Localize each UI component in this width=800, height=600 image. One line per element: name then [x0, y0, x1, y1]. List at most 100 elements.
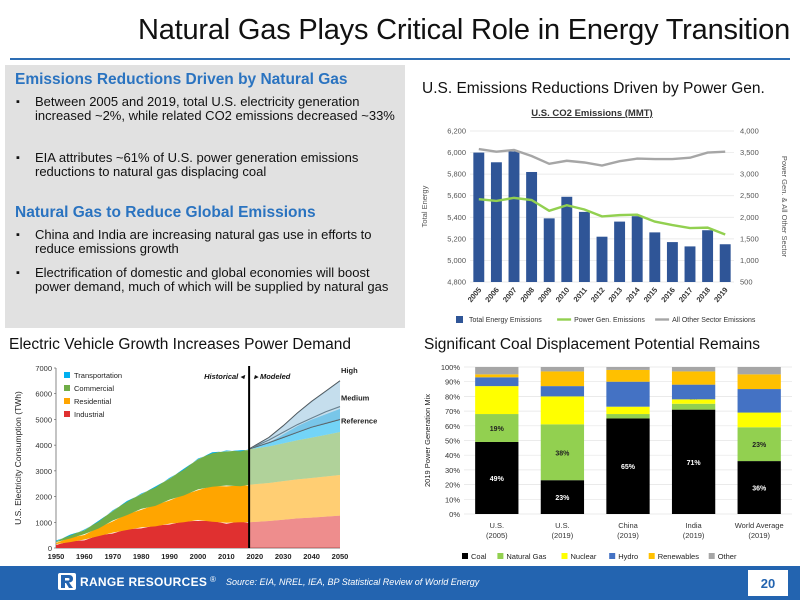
data-label: 36% [752, 486, 767, 493]
legend-label: Transportation [74, 371, 122, 380]
heading-global: Natural Gas to Reduce Global Emissions [15, 204, 316, 221]
stacked-segment [475, 377, 519, 387]
stacked-segment [737, 389, 781, 413]
x-tick-label: India [685, 521, 702, 530]
legend-label: Coal [471, 552, 487, 561]
x-tick-label: 2050 [332, 552, 349, 561]
y-tick-label: 6,200 [447, 127, 466, 136]
legend-label: Power Gen. Emissions [574, 317, 645, 324]
area-industrial [56, 520, 250, 548]
legend-label: Natural Gas [506, 552, 546, 561]
y-tick-label: 5,600 [447, 191, 466, 200]
bullet-item: China and India are increasing natural g… [11, 227, 396, 256]
legend-swatch [497, 553, 504, 559]
y-tick-label: 100% [441, 363, 461, 372]
y-tick-label: 0% [449, 510, 460, 519]
label-historical: Historical ◂ [204, 372, 245, 381]
area-transportation [249, 408, 340, 450]
bar [596, 236, 608, 282]
y-tick-label: 0 [48, 544, 52, 553]
scenario-line-reference [248, 418, 341, 450]
y2-tick-label: 2,000 [740, 213, 759, 222]
heading-emissions: Emissions Reductions Driven by Natural G… [15, 71, 348, 88]
stacked-segment [540, 386, 585, 397]
stacked-segment [737, 367, 781, 375]
area-commercial [56, 450, 250, 543]
legend-swatch [64, 372, 70, 378]
legend-label: Hydro [618, 552, 638, 561]
x-tick-label: World Average [735, 521, 784, 530]
legend-swatch [561, 553, 568, 559]
label-reference: Reference [341, 416, 377, 425]
y-tick-label: 20% [445, 481, 460, 490]
x-tick-label: 1990 [161, 552, 178, 561]
stacked-segment [671, 384, 716, 400]
y-tick-label: 40% [445, 451, 460, 460]
y-tick-label: 80% [445, 392, 460, 401]
stacked-segment [671, 371, 716, 385]
y-tick-label: 30% [445, 466, 460, 475]
generation-mix-chart: 2019 Power Generation Mix 100% 90% 80% 70% 60… [423, 363, 792, 561]
label-modeled: ▸ Modeled [253, 372, 291, 381]
bar [490, 162, 502, 282]
y-tick-label: 6000 [35, 390, 52, 399]
text-panel: Emissions Reductions Driven by Natural G… [5, 65, 405, 328]
bar [684, 246, 696, 282]
data-label: 71% [687, 460, 702, 467]
y-axis-label: Total Energy [420, 185, 429, 227]
legend-label: Commercial [74, 384, 114, 393]
stacked-segment [540, 424, 585, 481]
legend-label: Residential [74, 397, 111, 406]
legend-swatch [708, 553, 715, 559]
x-tick-label: 2030 [275, 552, 292, 561]
legend-label: All Other Sector Emissions [672, 317, 756, 324]
y-tick-label: 6,000 [447, 148, 466, 157]
bar [561, 196, 573, 282]
bar [649, 232, 661, 282]
co2-emissions-chart: U.S. CO2 Emissions (MMT) 6,200 6,000 5,800 5… [412, 101, 795, 331]
y-tick-label: 60% [445, 422, 460, 431]
area-commercial [249, 432, 340, 485]
x-tick-label: 2010 [218, 552, 235, 561]
y-tick-label: 5,800 [447, 170, 466, 179]
stacked-segment [475, 441, 519, 514]
x-tick-label: (2019) [617, 531, 639, 540]
label-high: High [341, 366, 358, 375]
x-tick-label: 1980 [133, 552, 150, 561]
data-label: 38% [555, 450, 570, 457]
section-title-coal: Significant Coal Displacement Potential … [424, 336, 760, 353]
stacked-segment [540, 367, 585, 372]
y2-tick-label: 4,000 [740, 127, 759, 136]
footer-bar [0, 566, 800, 600]
y-tick-label: 5,000 [447, 256, 466, 265]
bar [631, 216, 643, 282]
bar [719, 244, 731, 282]
electricity-consumption-chart: U.S. Electricity Consumption (TWh) 7000 60… [13, 364, 377, 561]
stacked-segment [606, 367, 650, 370]
y-tick-label: 5000 [35, 415, 52, 424]
y2-tick-label: 3,000 [740, 170, 759, 179]
legend-swatch [462, 553, 468, 559]
bar [702, 230, 714, 282]
stacked-segment [606, 406, 650, 415]
stacked-segment [475, 367, 519, 375]
y-axis-label: 2019 Power Generation Mix [423, 394, 432, 487]
range-logo-icon [58, 573, 76, 590]
title-divider [10, 58, 790, 60]
bar [578, 211, 590, 282]
line-series [478, 147, 726, 167]
y-tick-label: 2000 [35, 493, 52, 502]
area-residential [56, 485, 250, 545]
x-tick-label: U.S. [490, 521, 505, 530]
stacked-segment [606, 414, 650, 419]
y-tick-label: 10% [445, 495, 460, 504]
legend-swatch [609, 553, 616, 559]
legend-swatch [64, 411, 70, 417]
logo-registered: ® [210, 575, 216, 584]
scenario-line-medium [248, 406, 341, 450]
stacked-segment [671, 409, 716, 514]
x-tick-label: (2019) [683, 531, 705, 540]
legend-swatch [64, 385, 70, 391]
stacked-segment [737, 412, 781, 428]
bar [614, 221, 626, 282]
